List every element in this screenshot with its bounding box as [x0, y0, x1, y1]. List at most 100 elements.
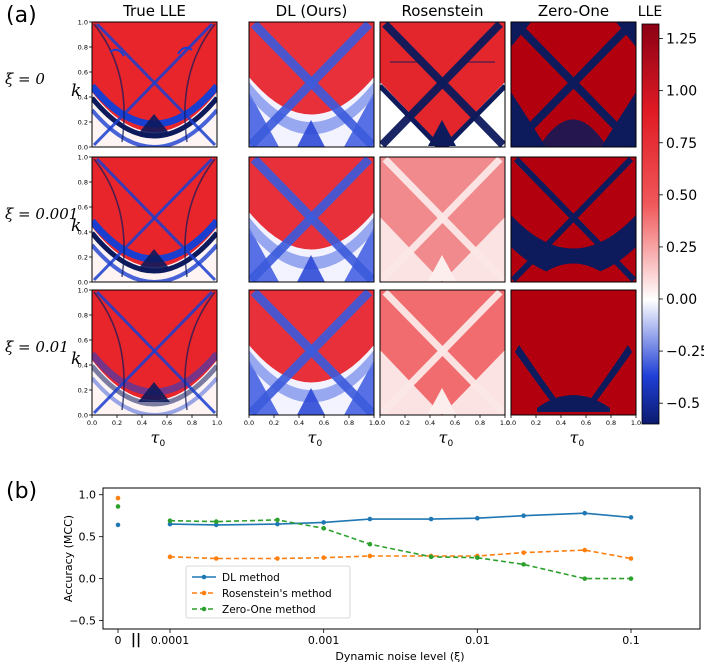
x-tick-c3-1: 0.2 — [531, 419, 541, 427]
y-tick-r0-3: 0.6 — [78, 69, 88, 77]
series-0-point-6 — [475, 515, 480, 521]
heatmap-r1-c1 — [249, 157, 374, 282]
x-axis-subscript-0: 0 — [160, 439, 166, 449]
x-tick-c1-0: 0.0 — [244, 419, 254, 427]
y-tick-1: 0.5 — [79, 531, 97, 544]
heatmap-frame-r0-c1 — [248, 21, 375, 148]
x-tick-c1-1: 0.2 — [269, 419, 279, 427]
y-tick-r2-5: 1.0 — [78, 287, 88, 295]
series-1-point-8 — [582, 547, 588, 553]
x-tick-2: 0.001 — [308, 634, 340, 647]
x-tick-c2-5: 1.0 — [500, 419, 510, 427]
x-tick-c0-3: 0.6 — [162, 419, 172, 427]
colorbar-tick-1: 1.00 — [666, 84, 697, 100]
x-axis-subscript-3: 0 — [579, 439, 585, 449]
x-tick-c3-3: 0.6 — [581, 419, 591, 427]
y-tick-3: −0.5 — [69, 615, 96, 628]
y-tick-r2-3: 0.6 — [78, 337, 88, 345]
series-2-point-6 — [475, 555, 480, 560]
series-2-point-x0 — [115, 504, 121, 509]
row-label-0: ξ = 0 — [5, 70, 45, 88]
series-line-0 — [169, 512, 632, 526]
heatmap-r0-c3 — [511, 22, 636, 147]
y-tick-r0-0: 0.0 — [78, 144, 88, 152]
colorbar-tick-7: −0.5 — [666, 396, 700, 412]
x-tick-c2-0: 0.0 — [375, 419, 385, 427]
series-0-point-1 — [213, 522, 219, 528]
series-0-point-7 — [521, 513, 526, 518]
y-tick-r0-2: 0.4 — [78, 94, 88, 102]
series-line-2 — [169, 519, 631, 580]
x-tick-c1-4: 0.8 — [344, 419, 354, 427]
series-1-point-0 — [167, 554, 173, 560]
x-tick-4: 0.1 — [622, 634, 640, 647]
heatmap-frame-r1-c1 — [248, 156, 375, 283]
colorbar-tick-4: 0.25 — [666, 240, 697, 256]
heatmap-r0-c2 — [380, 22, 505, 147]
heatmap-frame-r0-c0 — [91, 21, 218, 148]
x-tick-c2-3: 0.6 — [450, 419, 460, 427]
series-0-point-9 — [628, 515, 634, 520]
heatmap-r2-c0 — [92, 290, 217, 415]
line-chart: 1.0 0.5 0.0 −0.5 0 0.0001 0.001 0.01 0.1 || Dynami… — [62, 487, 701, 663]
column-title-1: DL (Ours) — [276, 2, 348, 20]
heatmap-frame-r2-c2 — [379, 289, 506, 416]
x-axis-label-0: τ — [151, 428, 161, 447]
legend: DL method Rosenstein's method Zero-One met… — [185, 565, 351, 619]
series-0-point-x0 — [115, 522, 121, 528]
column-title-0: True LLE — [122, 2, 186, 20]
heatmap-r2-c3 — [511, 290, 636, 415]
y-tick-r2-0: 0.0 — [78, 412, 88, 420]
series-1-point-x0 — [115, 495, 121, 501]
series-0-point-3 — [321, 520, 326, 525]
plot-frame — [102, 487, 701, 630]
x-tick-c0-0: 0.0 — [87, 419, 97, 427]
x-tick-3: 0.01 — [465, 634, 490, 647]
x-tick-c0-5: 1.0 — [212, 419, 222, 427]
colorbar-tick-5: 0.00 — [666, 292, 697, 308]
series-1-point-3 — [321, 555, 326, 560]
heatmap-r0-c0 — [92, 22, 217, 147]
y-tick-r1-2: 0.4 — [78, 229, 88, 237]
series-2-point-1 — [213, 519, 219, 524]
heatmap-r1-c2 — [380, 157, 505, 282]
y-tick-r1-3: 0.6 — [78, 204, 88, 212]
column-title-2: Rosenstein — [401, 2, 483, 20]
heatmap-r2-c2 — [380, 290, 505, 415]
series-2-point-5 — [428, 554, 434, 560]
x-tick-c1-5: 1.0 — [369, 419, 379, 427]
heatmap-frame-r2-c3 — [510, 289, 637, 416]
y-tick-r1-4: 0.8 — [78, 179, 88, 187]
heatmap-frame-r0-c3 — [510, 21, 637, 148]
x-tick-c1-2: 0.4 — [294, 419, 304, 427]
legend-entry-2: Zero-One method — [222, 604, 316, 616]
heatmap-frame-r1-c2 — [379, 156, 506, 283]
column-title-3: Zero-One — [538, 2, 609, 20]
x-axis-label: Dynamic noise level (ξ) — [335, 650, 464, 663]
heatmap-r2-c1 — [249, 290, 374, 415]
row-label-1: ξ = 0.001 — [5, 205, 78, 223]
y-tick-r1-5: 1.0 — [78, 154, 88, 162]
x-axis-subscript-2: 0 — [448, 439, 454, 449]
series-2-point-8 — [582, 576, 588, 581]
series-1-point-7 — [521, 550, 526, 555]
colorbar-gradient — [641, 23, 660, 425]
x-tick-c2-2: 0.4 — [425, 419, 435, 427]
series-0-point-2 — [275, 521, 280, 527]
y-tick-2: 0.0 — [79, 573, 97, 586]
series-0-point-8 — [582, 510, 588, 516]
x-tick-c3-0: 0.0 — [506, 419, 516, 427]
x-tick-c2-1: 0.2 — [400, 419, 410, 427]
axis-break-marker: || — [131, 632, 141, 648]
y-axis-label-1: k — [71, 216, 81, 236]
legend-entry-0: DL method — [222, 572, 280, 584]
y-axis-label-0: k — [71, 81, 81, 101]
y-tick-r0-1: 0.2 — [78, 119, 88, 127]
y-tick-r2-1: 0.2 — [78, 387, 88, 395]
x-tick-c3-5: 1.0 — [631, 419, 641, 427]
series-2-point-9 — [628, 576, 634, 581]
series-2-point-0 — [167, 518, 173, 524]
series-2-point-7 — [521, 562, 526, 567]
heatmap-r1-c0 — [92, 157, 217, 282]
